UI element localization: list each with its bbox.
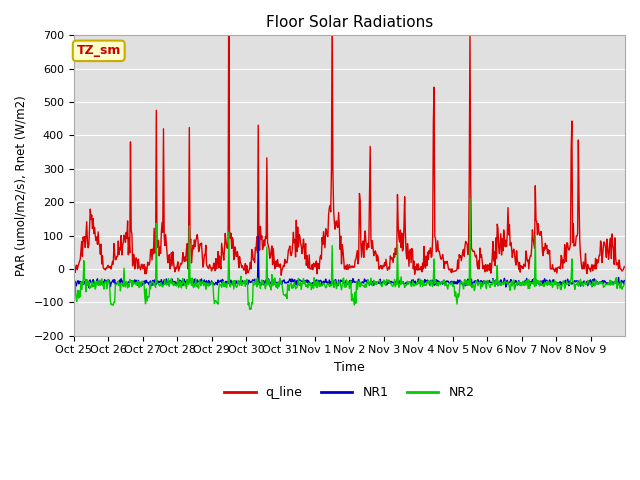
Line: q_line: q_line <box>74 0 624 275</box>
NR2 <box>246 307 253 312</box>
Line: NR1: NR1 <box>74 237 624 288</box>
q_line <box>70 260 77 266</box>
NR1 <box>407 282 415 288</box>
Line: NR2: NR2 <box>74 199 624 310</box>
q_line <box>277 272 285 278</box>
Y-axis label: PAR (umol/m2/s), Rnet (W/m2): PAR (umol/m2/s), Rnet (W/m2) <box>15 95 28 276</box>
NR2 <box>466 196 474 202</box>
Text: TZ_sm: TZ_sm <box>77 44 121 57</box>
q_line <box>236 259 244 265</box>
NR1 <box>236 279 244 285</box>
NR1 <box>264 276 272 282</box>
q_line <box>620 264 628 269</box>
NR2 <box>70 285 77 290</box>
NR2 <box>236 283 243 288</box>
q_line <box>264 240 271 246</box>
NR2 <box>437 280 445 286</box>
Title: Floor Solar Radiations: Floor Solar Radiations <box>266 15 433 30</box>
NR1 <box>620 277 628 283</box>
Legend: q_line, NR1, NR2: q_line, NR1, NR2 <box>220 382 479 405</box>
NR1 <box>135 280 143 286</box>
NR1 <box>85 285 93 290</box>
q_line <box>438 255 446 261</box>
NR2 <box>620 281 628 287</box>
NR1 <box>438 279 446 285</box>
NR2 <box>285 283 292 289</box>
NR2 <box>134 278 142 284</box>
NR2 <box>264 282 271 288</box>
NR2 <box>406 280 414 286</box>
q_line <box>407 260 415 265</box>
NR1 <box>70 278 77 284</box>
q_line <box>285 246 293 252</box>
X-axis label: Time: Time <box>334 361 365 374</box>
q_line <box>134 256 142 262</box>
NR1 <box>285 277 293 283</box>
NR1 <box>254 234 262 240</box>
